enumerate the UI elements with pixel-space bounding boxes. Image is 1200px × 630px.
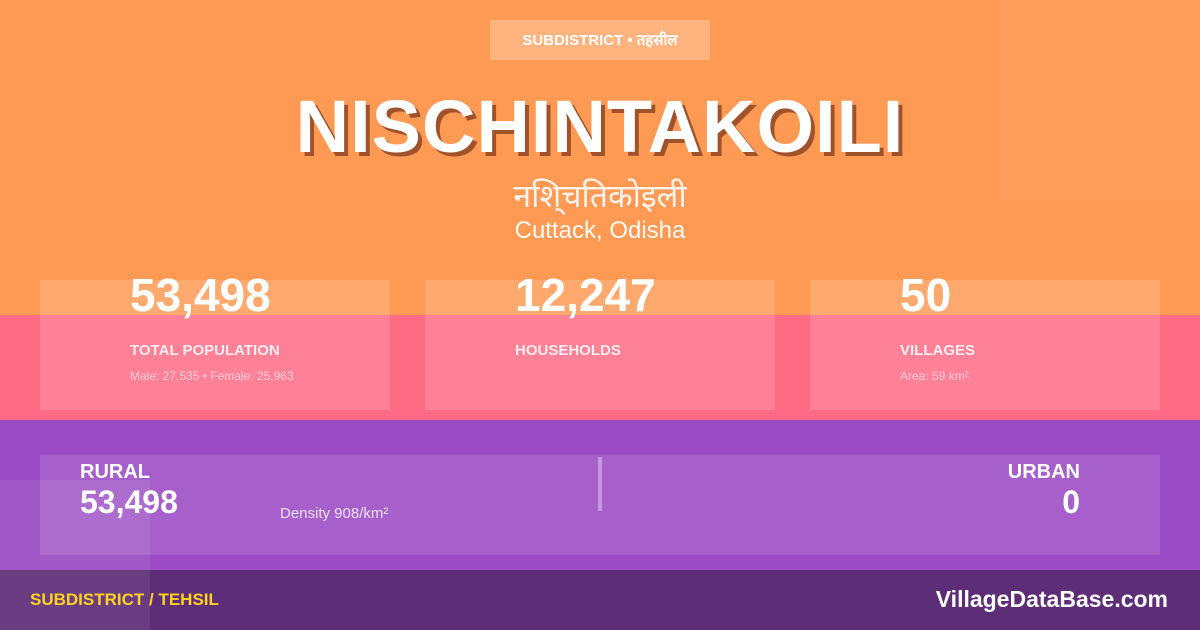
urban-label: URBAN <box>1007 461 1080 483</box>
stat-label: VILLAGES <box>900 342 976 359</box>
stat-sub: Area: 59 km² <box>900 369 969 383</box>
stats-band <box>0 315 1200 420</box>
rural-label: RURAL <box>80 461 150 483</box>
page-title: NISCHINTAKOILI <box>295 85 905 168</box>
density: Density 908/km² <box>280 505 389 522</box>
stat-sub: Male: 27,535 • Female: 25,963 <box>130 369 294 383</box>
rural-urban-band <box>0 420 1200 570</box>
stat-value: 50 <box>900 269 952 321</box>
footer-band <box>0 570 1200 630</box>
stat-value: 12,247 <box>515 269 656 321</box>
decorative-square <box>1000 0 1200 200</box>
header-band <box>0 0 1200 315</box>
stat-value: 53,498 <box>130 269 271 321</box>
type-badge: SUBDISTRICT • तहसील <box>490 20 710 60</box>
stat-label: TOTAL POPULATION <box>130 342 280 359</box>
decorative-square <box>0 480 150 630</box>
rural-urban-panel: RURAL 53,498 Density 908/km² URBAN 0 <box>40 455 1160 555</box>
rural-value: 53,498 <box>80 484 178 520</box>
stat-card-villages: 50 VILLAGES Area: 59 km² <box>810 269 1160 410</box>
stat-card-households: 12,247 HOUSEHOLDS <box>425 269 775 410</box>
site-brand[interactable]: VillageDataBase.com <box>935 586 1168 612</box>
location: Cuttack, Odisha <box>514 217 686 244</box>
footer-category: SUBDISTRICT / TEHSIL <box>30 590 219 609</box>
divider <box>598 457 602 511</box>
stat-label: HOUSEHOLDS <box>515 342 621 359</box>
stat-card-population: 53,498 TOTAL POPULATION Male: 27,535 • F… <box>40 269 390 410</box>
urban-value: 0 <box>1062 484 1080 520</box>
hindi-title: नशि्चतिकोइली <box>513 178 687 214</box>
